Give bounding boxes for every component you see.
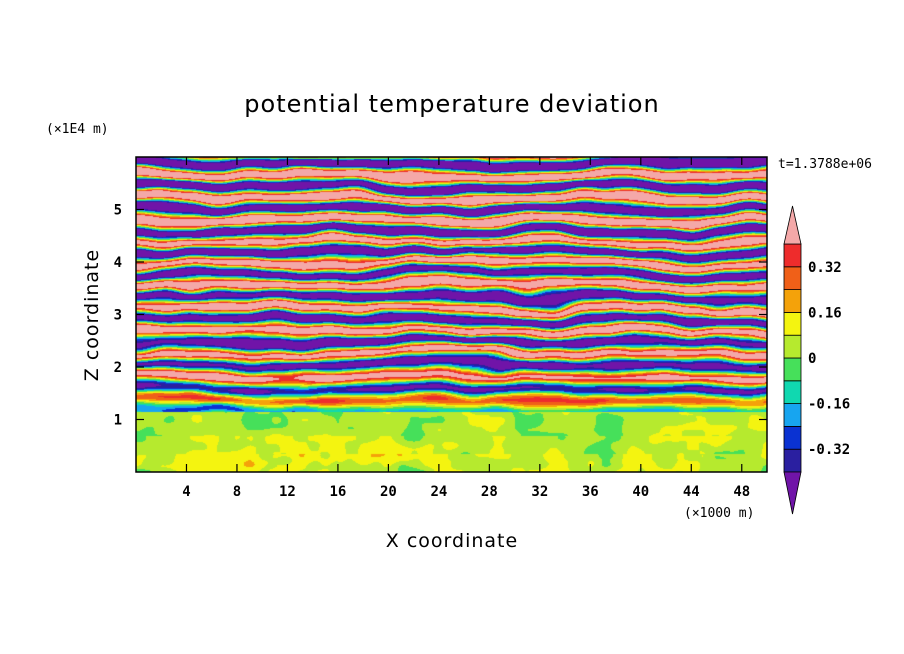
x-tick-label: 24 [430,484,447,500]
colorbar-label: -0.32 [808,442,850,458]
colorbar-box [783,266,802,290]
y-unit-label: (×1E4 m) [46,122,109,137]
colorbar: 0.32 0.16 0 -0.16 -0.32 [783,205,850,515]
x-tick-label: 48 [733,484,750,500]
x-tick-label: 36 [582,484,599,500]
x-unit-label: (×1000 m) [684,506,754,521]
time-label: t=1.3788e+06 [778,157,872,172]
x-tick-label: 28 [481,484,498,500]
x-tick-label: 20 [380,484,397,500]
x-tick-label: 32 [531,484,548,500]
colorbar-box [783,403,802,427]
colorbar-box [783,448,802,473]
x-axis-label: X coordinate [386,530,518,552]
contour-field [136,157,767,472]
colorbar-label: 0 [808,351,816,367]
colorbar-label: -0.16 [808,397,850,413]
y-tick-label: 4 [114,255,122,271]
x-tick-label: 44 [683,484,700,500]
colorbar-bottom-triangle [783,471,802,515]
plot-area [135,156,768,473]
y-tick-label: 3 [114,308,122,324]
colorbar-box [783,380,802,404]
colorbar-box [783,334,802,359]
colorbar-box [783,243,802,268]
y-tick-label: 5 [114,203,122,219]
colorbar-label: 0.32 [808,260,842,276]
y-axis-label: Z coordinate [81,249,103,381]
x-tick-label: 40 [632,484,649,500]
colorbar-box [783,289,802,313]
x-tick-label: 16 [329,484,346,500]
y-axis: 1 2 3 4 5 [114,203,767,429]
colorbar-box [783,425,802,450]
colorbar-label: 0.16 [808,305,842,321]
colorbar-top-triangle [783,205,802,245]
x-axis: 4 8 12 16 20 24 28 32 36 40 44 48 [182,157,750,500]
colorbar-box [783,311,802,336]
y-tick-label: 1 [114,413,122,429]
x-tick-label: 4 [182,484,190,500]
x-tick-label: 12 [279,484,296,500]
colorbar-box [783,357,802,382]
chart-title: potential temperature deviation [244,90,659,118]
y-tick-label: 2 [114,360,122,376]
x-tick-label: 8 [233,484,241,500]
